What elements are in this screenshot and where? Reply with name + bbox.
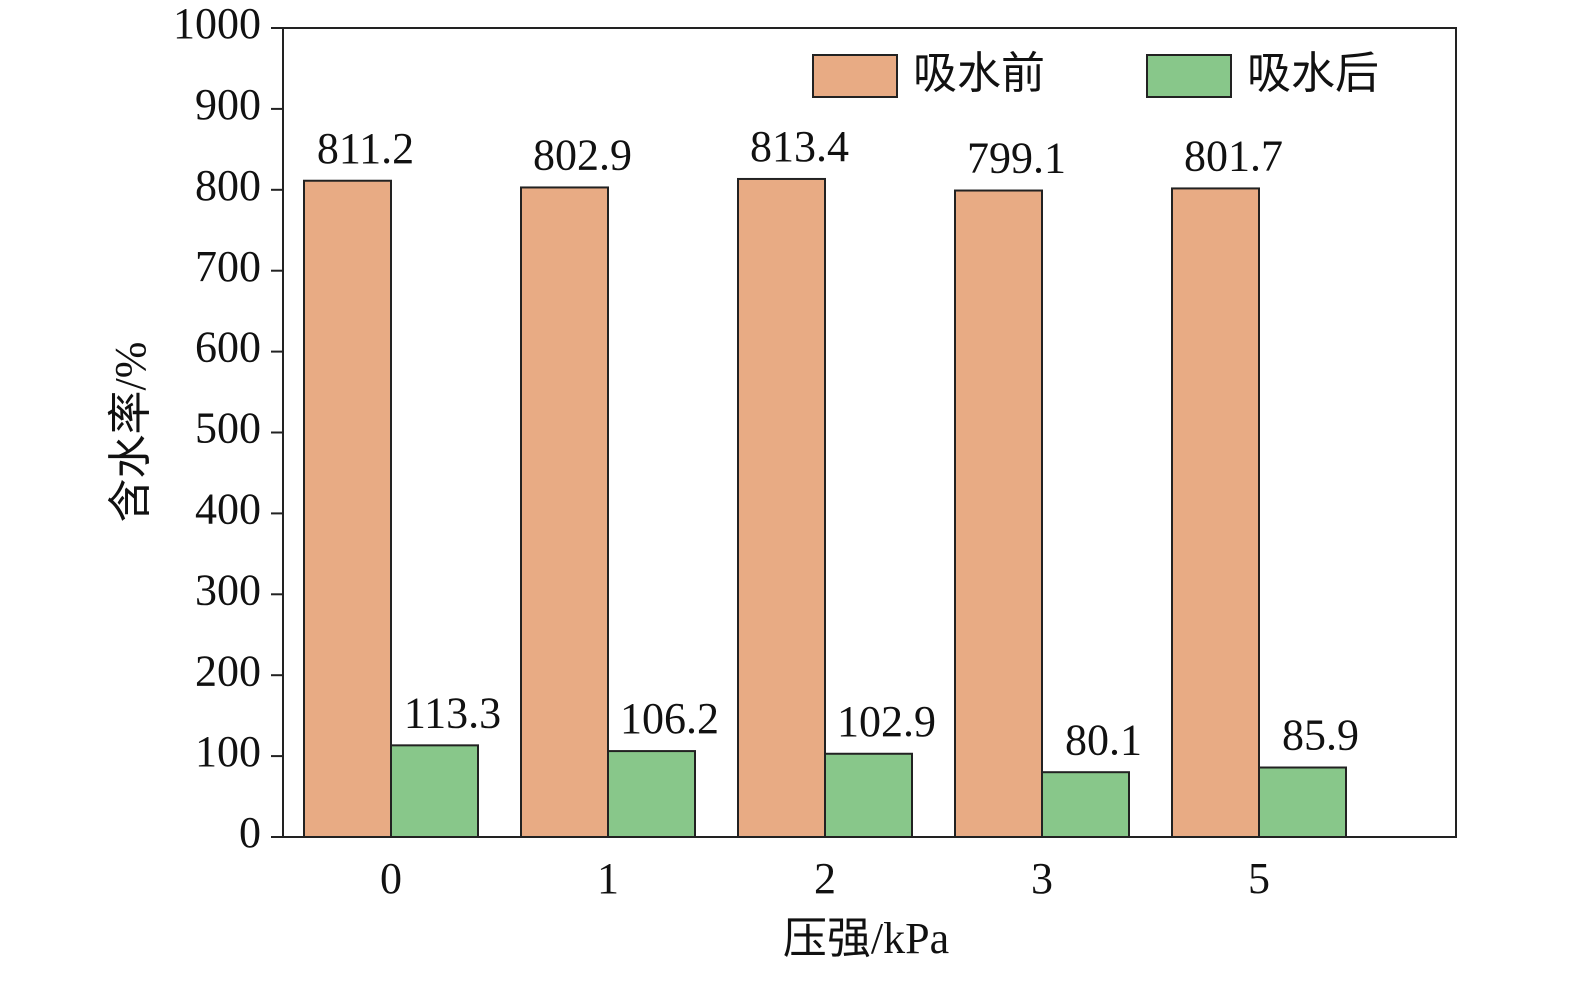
bar	[520, 186, 609, 838]
y-tick-label: 700	[195, 242, 261, 291]
bar	[954, 189, 1043, 839]
data-label: 811.2	[317, 124, 414, 173]
y-tick-label: 400	[195, 484, 261, 533]
data-label: 813.4	[750, 122, 849, 171]
x-tick-label: 1	[597, 854, 619, 903]
bar	[607, 750, 696, 839]
y-tick-label: 100	[195, 727, 261, 776]
bar	[1258, 766, 1347, 838]
bar	[1041, 771, 1130, 838]
data-label: 801.7	[1184, 132, 1283, 181]
data-label: 80.1	[1065, 715, 1142, 764]
legend-label: 吸水前	[913, 49, 1045, 98]
data-label: 102.9	[837, 697, 936, 746]
x-tick-label: 3	[1031, 854, 1053, 903]
legend-label: 吸水后	[1247, 49, 1379, 98]
y-tick-label: 600	[195, 323, 261, 372]
y-tick-label: 300	[195, 565, 261, 614]
x-axis-label: 压强/kPa	[783, 914, 949, 963]
bar	[1171, 187, 1260, 839]
x-tick-label: 0	[380, 854, 402, 903]
data-label: 802.9	[533, 131, 632, 180]
data-label: 85.9	[1282, 711, 1359, 760]
legend-swatch	[1146, 54, 1232, 98]
y-tick-label: 200	[195, 646, 261, 695]
bar	[303, 179, 392, 838]
bar	[824, 752, 913, 839]
y-tick-label: 500	[195, 404, 261, 453]
y-tick-label: 1000	[173, 0, 261, 48]
y-tick-label: 800	[195, 161, 261, 210]
legend-swatch	[812, 54, 898, 98]
data-label: 113.3	[404, 688, 501, 737]
data-label: 799.1	[967, 134, 1066, 183]
y-axis-label: 含水率/%	[106, 342, 155, 523]
x-tick-label: 2	[814, 854, 836, 903]
bar	[737, 177, 826, 838]
y-tick-label: 900	[195, 80, 261, 129]
bar	[390, 744, 479, 838]
y-tick-label: 0	[239, 808, 261, 857]
data-label: 106.2	[620, 694, 719, 743]
x-tick-label: 5	[1248, 854, 1270, 903]
